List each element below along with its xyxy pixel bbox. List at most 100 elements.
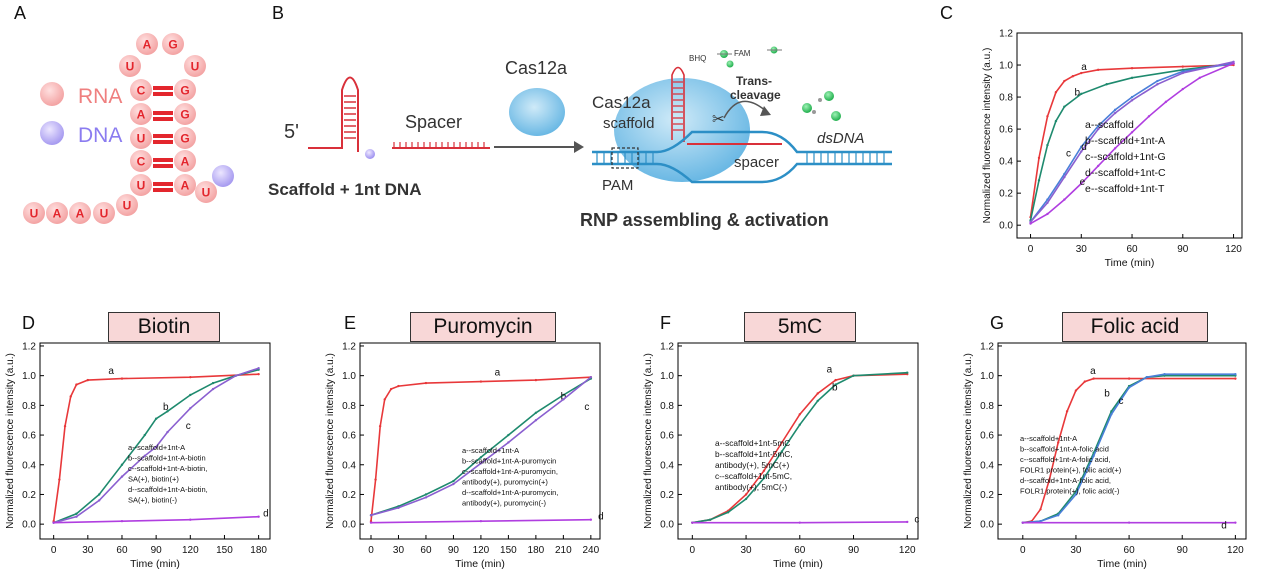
chart-d-xtick-label-5: 150 <box>216 545 233 556</box>
chart-f-series-b-point-9 <box>852 374 855 377</box>
chart-f-series-a-label: a <box>827 365 833 376</box>
chart-c-series-e-point-6 <box>1130 131 1134 134</box>
chart-e-legend-entry-0: a--scaffold+1nt-A <box>462 446 519 455</box>
chart-d-series-b-point-6 <box>166 410 169 413</box>
chart-c-series-b-point-2 <box>1046 143 1049 147</box>
chart-f-legend-entry-1: b--scaffold+1nt-5mC, <box>715 449 793 459</box>
chart-d-series-b-point-3 <box>120 463 124 466</box>
chart-d-legend-entry-5: SA(+), biotin(-) <box>128 496 177 505</box>
chart-e-series-b-point-4 <box>479 456 483 459</box>
chart-c-legend-entry-4: e--scaffold+1nt-T <box>1085 183 1165 195</box>
chart-e-series-b-point-3 <box>452 479 455 483</box>
chart-c: 0.0 0.2 0.4 0.6 0.8 1.0 1.2 0 30 60 90 120 Time (min… <box>982 29 1243 269</box>
chart-d-series-d-point-3 <box>257 515 260 518</box>
chart-d-series-a-point-4 <box>75 383 78 386</box>
chart-e-xtick-label-2: 60 <box>420 545 432 556</box>
chart-g-legend-entry-3: FOLR1 protein(+), folic acid(+) <box>1020 466 1122 475</box>
chart-d-series-b-point-1 <box>75 512 78 515</box>
chart-g-series-c-point-2 <box>1057 514 1060 517</box>
chart-d-series-b-point-7 <box>189 393 192 397</box>
chart-e-series-d-label: d <box>598 512 604 523</box>
chart-d-series-a-point-7 <box>189 375 192 379</box>
title-folic-acid: Folic acid <box>1062 312 1208 342</box>
chart-g-series-b-point-5 <box>1110 410 1113 413</box>
chart-e-ytick-label-4: 0.8 <box>342 401 356 412</box>
chart-d-xtick-label-6: 180 <box>250 545 267 556</box>
chart-g-ytick-label-2: 0.4 <box>980 460 994 471</box>
chart-f-legend-entry-4: antibody(+), 5mC(-) <box>715 482 787 492</box>
chart-g-series-a-point-9 <box>1127 377 1131 380</box>
chart-g-series-a-point-5 <box>1065 410 1069 413</box>
chart-f-frame <box>677 342 919 540</box>
chart-f-ytick-label-0: 0.0 <box>660 520 674 531</box>
chart-g-series-c-point-1 <box>1039 519 1042 523</box>
svg-text:✂: ✂ <box>712 111 725 128</box>
nucleotide-loop-2: G <box>162 33 184 55</box>
chart-d-xlabel: Time (min) <box>130 558 180 570</box>
chart-g-series-c-label: c <box>1118 396 1123 407</box>
chart-g-series-c-point-6 <box>1127 386 1131 389</box>
spacer-strand <box>392 142 490 149</box>
chart-c-series-a-point-3 <box>1054 91 1058 94</box>
chart-d-legend-entry-2: c--scaffold+1nt-A-biotin, <box>128 464 207 473</box>
chart-e-xlabel: Time (min) <box>455 558 505 570</box>
chart-d-series-a-point-8 <box>257 372 260 376</box>
chart-f-series-b-point-3 <box>744 497 748 501</box>
chart-c-ytick-label-0: 0.0 <box>999 221 1013 232</box>
chart-d-legend-entry-0: a--scaffold+1nt-A <box>128 443 185 452</box>
chart-c-series-c-point-5 <box>1113 108 1117 112</box>
svg-text:A: A <box>76 207 85 221</box>
chart-c-series-c-point-7 <box>1156 79 1159 83</box>
chart-g-xtick-label-3: 90 <box>1177 545 1189 556</box>
chart-c-series-b-point-1 <box>1037 179 1041 182</box>
chart-d-series-b-point-8 <box>211 381 215 385</box>
chart-f-ytick-label-5: 1.0 <box>660 371 674 382</box>
chart-e-legend-entry-2: c--scaffold+1nt-A-puromycin, <box>462 467 558 476</box>
svg-text:A: A <box>181 179 190 193</box>
chart-g-series-a-point-3 <box>1048 478 1051 481</box>
svg-text:G: G <box>180 84 189 98</box>
chart-d-series-c-point-9 <box>234 374 238 377</box>
chart-f-xtick-label-4: 120 <box>899 545 916 556</box>
chart-f-series-b-label: b <box>832 383 838 394</box>
chart-g-ytick-label-6: 1.2 <box>980 341 994 352</box>
chart-d-series-b-label: b <box>163 402 169 413</box>
chart-e-series-c-point-2 <box>424 496 428 499</box>
chart-c-xlabel: Time (min) <box>1105 257 1155 269</box>
chart-f-xlabel: Time (min) <box>773 558 823 570</box>
chart-c-series-c-point-4 <box>1097 124 1100 128</box>
chart-c-series-e-point-11 <box>1232 62 1235 65</box>
chart-d-series-b-point-4 <box>143 433 146 437</box>
chart-g-ytick-label-4: 0.8 <box>980 401 994 412</box>
pam-label: PAM <box>602 177 633 194</box>
chart-e-series-a-point-5 <box>397 384 400 388</box>
chart-c-series-a-point-7 <box>1097 68 1100 72</box>
chart-f-ytick-label-1: 0.2 <box>660 490 674 501</box>
chart-f-series-b-point-5 <box>780 450 784 453</box>
five-prime-label: 5' <box>284 121 299 143</box>
chart-e-legend-entry-1: b--scaffold+1nt-A-puromycin <box>462 457 556 466</box>
chart-g-series-c-point-4 <box>1092 454 1095 458</box>
svg-text:C: C <box>137 84 146 98</box>
cas12a-protein <box>509 88 565 136</box>
chart-c-series-d-point-4 <box>1097 127 1100 131</box>
svg-text:A: A <box>143 38 152 52</box>
chart-c-ytick-label-1: 0.2 <box>999 189 1013 200</box>
chart-g-xtick-label-4: 120 <box>1227 545 1244 556</box>
chart-f-series-b-point-8 <box>834 383 837 386</box>
chart-d-series-c-point-4 <box>143 454 146 458</box>
chart-g-ytick-label-3: 0.6 <box>980 431 994 442</box>
chart-e-legend-entry-4: d--scaffold+1nt-A-puromycin, <box>462 488 558 497</box>
chart-e-series-a-point-6 <box>424 381 428 385</box>
chart-f-series-b-point-7 <box>816 399 819 403</box>
chart-c-xtick-label-1: 30 <box>1076 244 1088 255</box>
chart-c-series-e-point-2 <box>1063 198 1066 201</box>
chart-e-series-a-point-8 <box>534 378 538 382</box>
spacer-inner-label: spacer <box>734 154 779 171</box>
chart-f-ytick-label-6: 1.2 <box>660 341 674 352</box>
chart-e-series-c-point-4 <box>479 462 483 465</box>
chart-d-series-d-point-2 <box>189 518 192 521</box>
chart-d-series-c-point-1 <box>75 515 78 518</box>
chart-f-legend-entry-0: a--scaffold+1nt-5mC <box>715 438 790 448</box>
svg-text:C: C <box>137 155 146 169</box>
